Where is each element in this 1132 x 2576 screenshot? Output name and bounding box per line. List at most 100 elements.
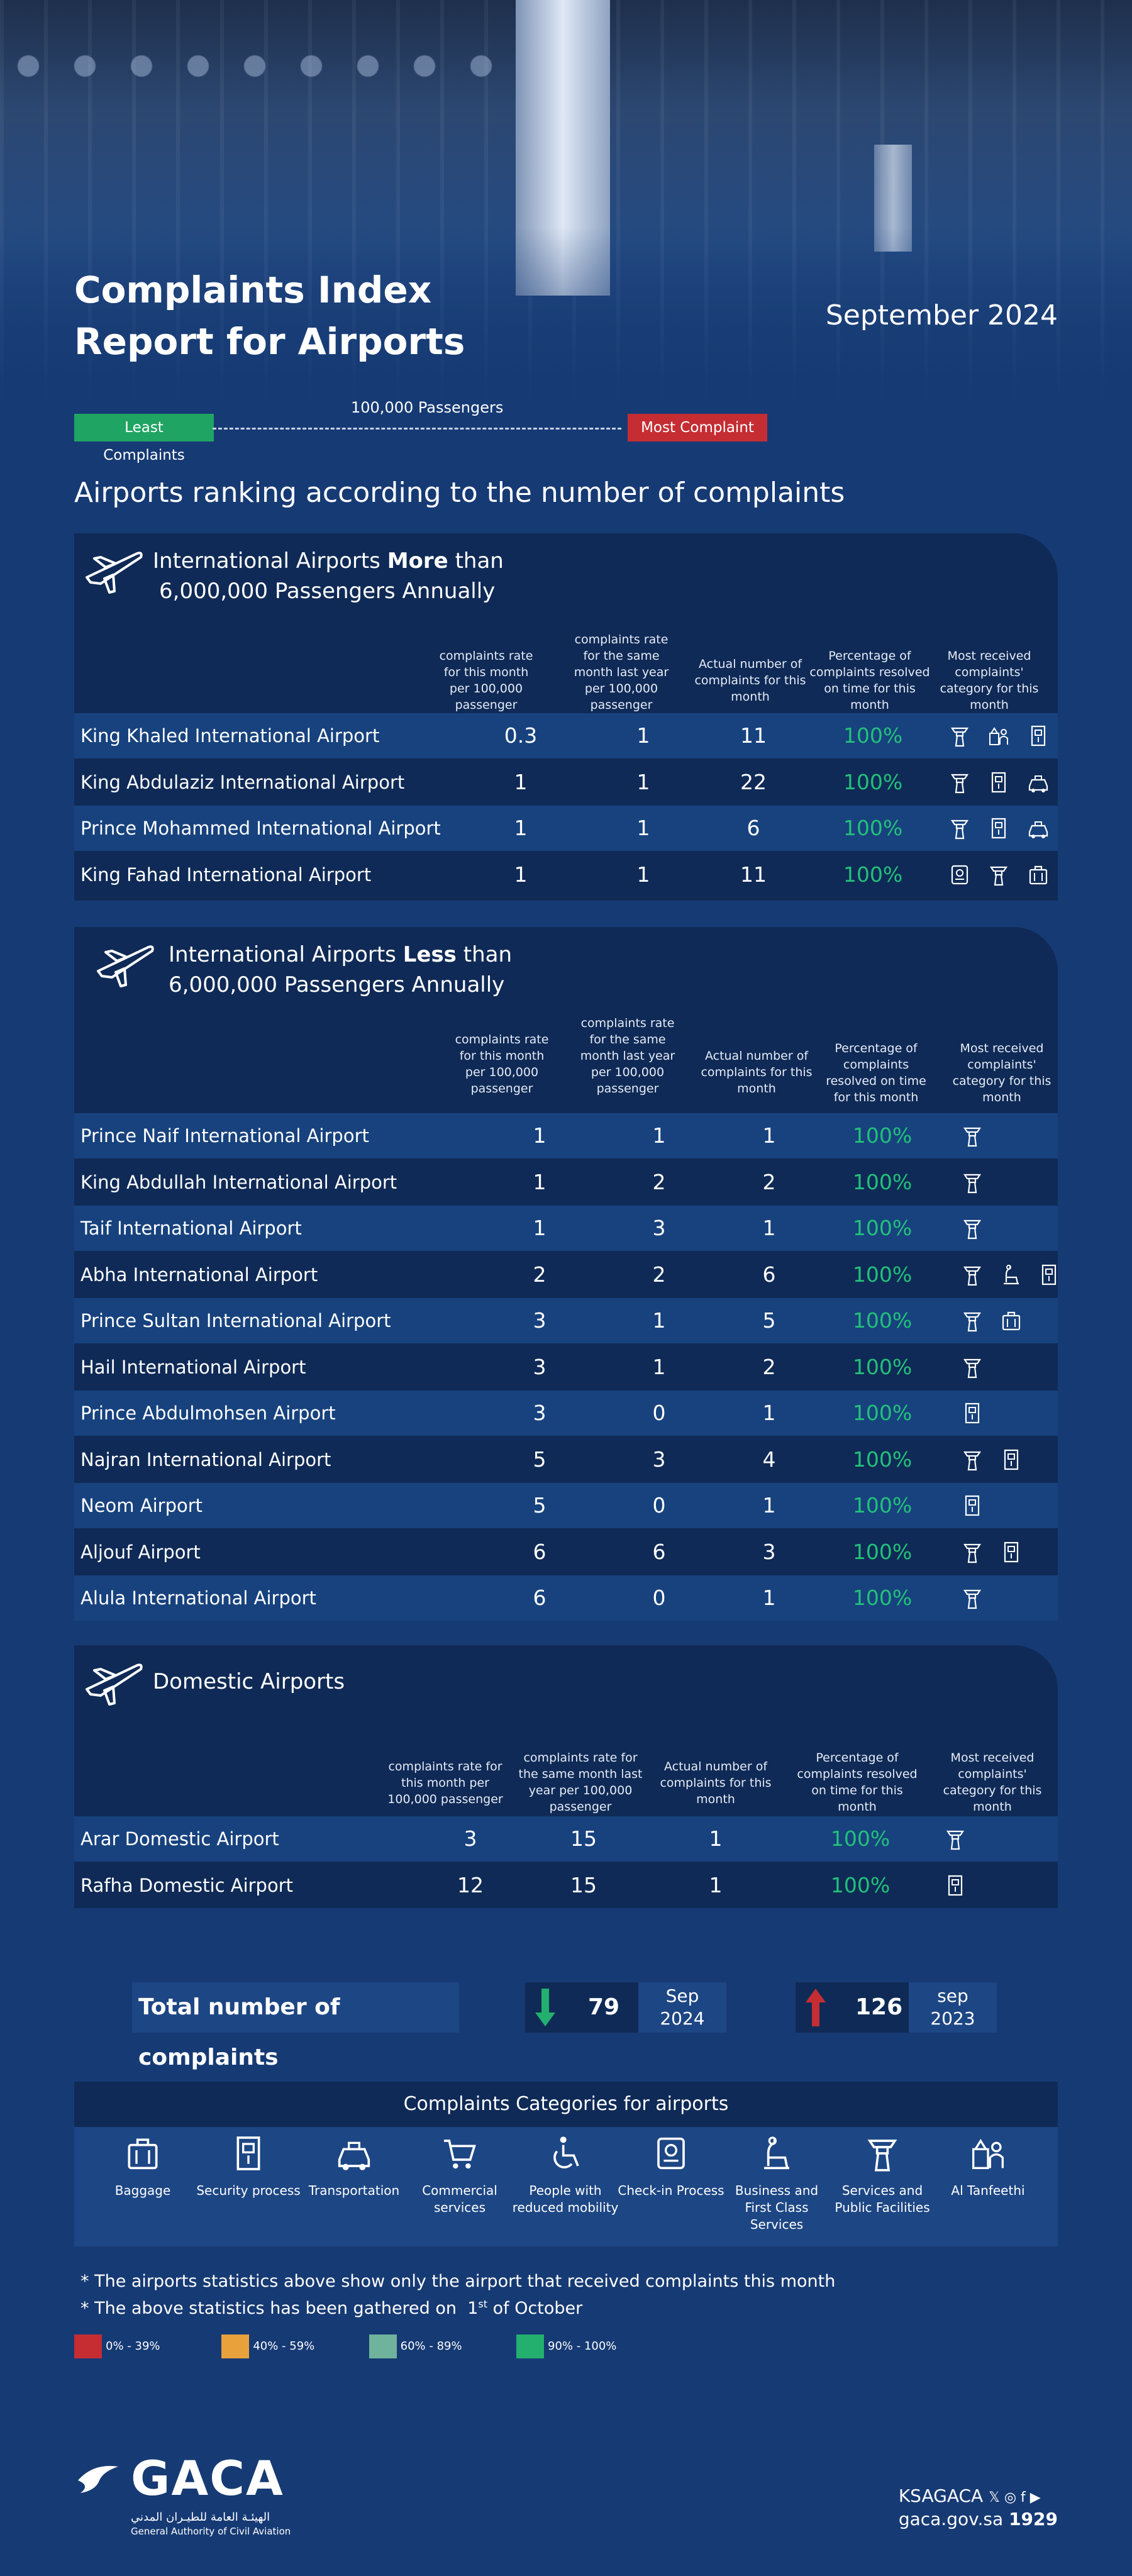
- category-item: Al Tanfeethi: [935, 2135, 1041, 2199]
- business-icon: [764, 2136, 789, 2170]
- services-icon: [963, 1589, 982, 1609]
- category-label: Transportation: [308, 2183, 400, 2198]
- totals-bar: Total number of complaints 79 Sep 2024 12…: [132, 1982, 1000, 2070]
- resolved-percentage: 100%: [843, 769, 903, 794]
- col-rate-last: complaints rate for the same month last …: [580, 1016, 675, 1096]
- resolved-percentage: 100%: [852, 1123, 913, 1148]
- resolved-percentage: 100%: [852, 1308, 913, 1333]
- rate-last-value: 1: [652, 1123, 666, 1148]
- table-row: King Fahad International Airport 1 1 11 100%: [74, 852, 1058, 897]
- totals-current-period: Sep 2024: [638, 1982, 726, 2033]
- wheelchair-icon: [553, 2136, 579, 2168]
- rate-value: 1: [514, 862, 528, 887]
- airport-name: King Abdullah International Airport: [80, 1171, 397, 1193]
- al-tanfeethi-icon: [989, 727, 1008, 745]
- col-pct: Percentage of complaints resolved on tim…: [809, 649, 930, 712]
- arrow-up-icon: [806, 1989, 826, 2026]
- totals-previous-box: 126: [796, 1982, 909, 2033]
- actual-value: 1: [762, 1216, 776, 1240]
- resolved-percentage: 100%: [852, 1169, 913, 1194]
- ranking-title: Airports ranking according to the number…: [74, 477, 845, 509]
- airport-name: Prince Naif International Airport: [80, 1125, 369, 1146]
- services-icon: [963, 1127, 982, 1147]
- category-label: Check-in Process: [618, 2183, 724, 2198]
- actual-value: 22: [740, 769, 767, 794]
- gaca-wordmark: GACA: [131, 2450, 284, 2506]
- table-row: Arar Domestic Airport 3 15 1 100%: [74, 1816, 1058, 1862]
- actual-value: 2: [762, 1169, 776, 1194]
- actual-value: 1: [709, 1872, 723, 1897]
- rate-last-value: 1: [636, 816, 650, 840]
- rate-value: 3: [533, 1308, 547, 1333]
- gaca-arabic-name: الهيئـة العامة للطيـران المدني: [131, 2511, 270, 2524]
- section-title: International Airports Less than 6,000,0…: [169, 942, 512, 997]
- social-handle[interactable]: KSAGACA 𝕏 ◎ f ▶: [898, 2485, 1041, 2506]
- services-icon: [963, 1219, 982, 1240]
- categories-panel: Complaints Categories for airports Bagga…: [74, 2082, 1058, 2246]
- resolved-percentage: 100%: [852, 1401, 913, 1425]
- table-row: Taif International Airport 1 3 1 100%: [74, 1206, 1058, 1251]
- actual-value: 2: [762, 1354, 776, 1379]
- category-item: Baggage: [89, 2135, 196, 2199]
- gaca-emblem-icon: [78, 2465, 118, 2493]
- category-label: Business and First Class Services: [735, 2183, 819, 2232]
- section-title: International Airports More than 6,000,0…: [153, 548, 504, 604]
- col-rate: complaints rate for this month per 100,0…: [439, 649, 533, 712]
- security-icon: [965, 1402, 980, 1424]
- category-label: Baggage: [114, 2183, 171, 2198]
- security-icon: [1004, 1449, 1019, 1470]
- rate-value: 1: [533, 1123, 547, 1148]
- table-row: King Abdulaziz International Airport 1 1 22…: [74, 759, 1058, 805]
- services-icon: [867, 2140, 897, 2172]
- rate-value: 2: [533, 1262, 547, 1287]
- rate-value: 6: [533, 1585, 547, 1610]
- hero-photo: [0, 0, 1132, 409]
- security-icon: [1031, 725, 1046, 747]
- services-icon: [963, 1543, 982, 1563]
- table-row: Prince Sultan International Airport 3 1 5 10…: [74, 1298, 1058, 1343]
- airport-name: Hail International Airport: [80, 1356, 306, 1378]
- least-complaints-pill: Least Complaints: [74, 414, 214, 464]
- note-2: * The above statistics has been gathered…: [80, 2298, 583, 2318]
- airport-name: Prince Sultan International Airport: [80, 1310, 391, 1331]
- airplane-icon: [97, 945, 154, 987]
- rate-last-value: 1: [636, 723, 650, 748]
- actual-value: 1: [762, 1585, 776, 1610]
- rate-value: 3: [463, 1826, 477, 1851]
- actual-value: 1: [762, 1401, 776, 1425]
- resolved-percentage: 100%: [852, 1216, 913, 1240]
- report-date: September 2024: [825, 299, 1058, 331]
- rate-last-value: 0: [652, 1401, 666, 1425]
- security-icon: [991, 818, 1006, 839]
- legend-per-passengers: 100,000 Passengers: [351, 399, 504, 416]
- services-icon: [989, 866, 1008, 886]
- category-label: Commercial services: [422, 2183, 497, 2215]
- category-item: Commercial services: [406, 2135, 513, 2216]
- services-icon: [963, 1312, 982, 1332]
- table-row: King Abdullah International Airport 1 2 2 10…: [74, 1159, 1058, 1205]
- security-icon: [1004, 1541, 1019, 1562]
- airport-name: Prince Mohammed International Airport: [80, 818, 441, 839]
- scale-label: 40% - 59%: [253, 2340, 315, 2353]
- al-tanfeethi-icon: [972, 2138, 1004, 2169]
- section-domestic: Domestic Airports complaints rate for th…: [74, 1645, 1058, 1908]
- col-rate-last: complaints rate for the same month last …: [518, 1751, 643, 1814]
- transportation-icon: [1028, 821, 1048, 838]
- scale-swatch: [74, 2334, 102, 2358]
- hero-ceiling-lights: [0, 38, 566, 94]
- rate-last-value: 15: [570, 1872, 597, 1897]
- airplane-icon: [86, 1663, 143, 1706]
- check-in-icon: [657, 2137, 685, 2170]
- col-actual: Actual number of complaints for this mon…: [694, 657, 806, 704]
- totals-previous-value: 126: [855, 1994, 903, 2020]
- transportation-icon: [338, 2141, 370, 2170]
- rate-value: 0.3: [504, 723, 538, 748]
- actual-value: 11: [740, 862, 767, 887]
- rate-value: 1: [514, 816, 528, 840]
- scale-label: 90% - 100%: [548, 2340, 617, 2353]
- website-phone[interactable]: gaca.gov.sa 1929: [898, 2509, 1058, 2529]
- transportation-icon: [1028, 775, 1048, 792]
- resolved-percentage: 100%: [852, 1446, 913, 1472]
- services-icon: [963, 1451, 982, 1470]
- rate-value: 5: [533, 1446, 547, 1472]
